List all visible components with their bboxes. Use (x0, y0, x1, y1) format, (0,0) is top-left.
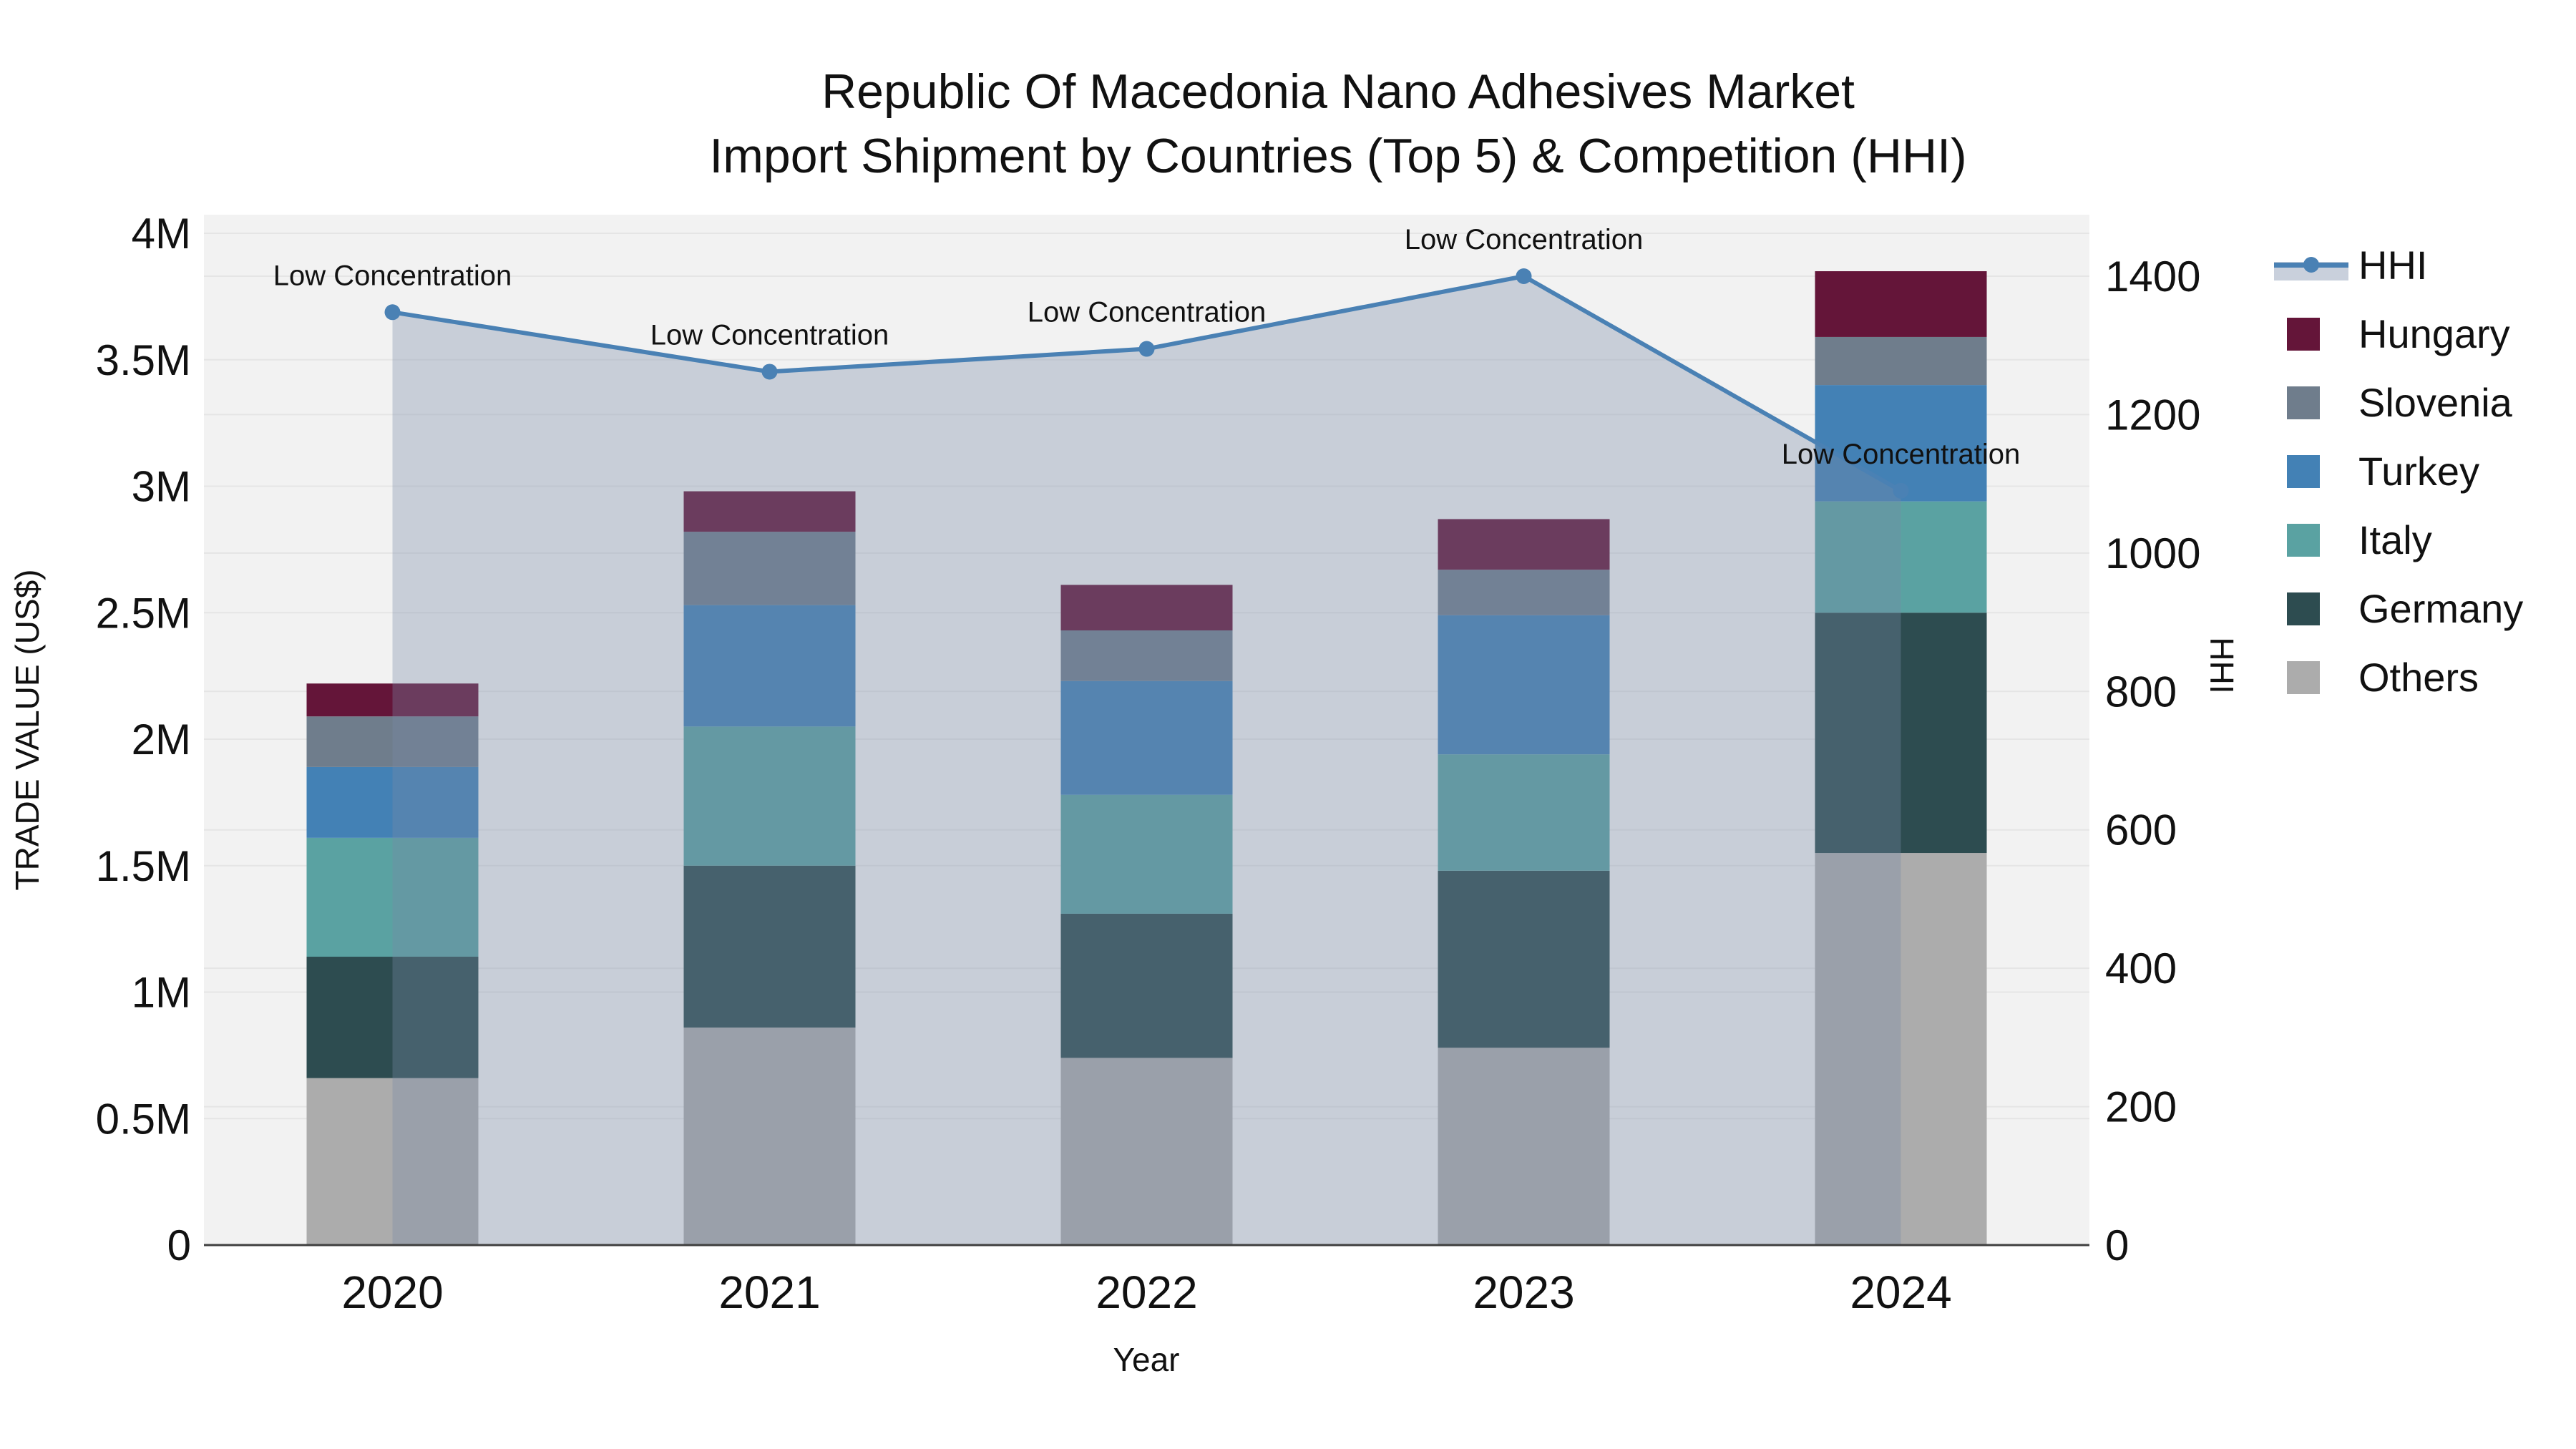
x-tick-2021: 2021 (718, 1267, 820, 1318)
x-tick-2024: 2024 (1850, 1267, 1951, 1318)
bar-segment-2021-italy (683, 726, 856, 866)
bar-segment-2024-italy (1815, 501, 1987, 613)
series-color-swatch-icon (2274, 313, 2348, 353)
y-tick-right-1400: 1400 (2105, 253, 2200, 301)
bar-segment-2021-turkey (683, 605, 856, 727)
legend-label: Turkey (2358, 448, 2480, 494)
series-color-swatch-icon (2274, 657, 2348, 697)
legend-label: Germany (2358, 585, 2524, 631)
x-tick-2022: 2022 (1096, 1267, 1197, 1318)
legend-item-others[interactable]: Others (2274, 643, 2523, 711)
hhi-line-swatch-icon (2274, 245, 2348, 285)
hhi-point-2020 (384, 304, 401, 321)
y-tick-right-1200: 1200 (2105, 391, 2200, 439)
bar-segment-2022-italy (1060, 794, 1233, 914)
y-tick-right-200: 200 (2105, 1083, 2177, 1131)
annotation-low-concentration-2021: Low Concentration (650, 319, 889, 351)
bar-segment-2023-germany (1438, 870, 1610, 1048)
y-tick-left-1.5M: 1.5M (96, 842, 191, 890)
annotation-low-concentration-2022: Low Concentration (1028, 297, 1267, 328)
legend-item-hungary[interactable]: Hungary (2274, 299, 2523, 368)
x-axis-title: Year (1113, 1341, 1180, 1378)
legend-label: Slovenia (2358, 379, 2512, 425)
annotation-low-concentration-2023: Low Concentration (1405, 224, 1644, 255)
bar-segment-2022-slovenia (1060, 630, 1233, 681)
bar-segment-2020-turkey (306, 766, 479, 838)
legend-label: Italy (2358, 517, 2432, 562)
legend-label: Others (2358, 654, 2479, 700)
legend: HHI Hungary Slovenia Turkey Italy Germany Othe… (2274, 230, 2523, 711)
y-tick-left-1M: 1M (132, 969, 191, 1017)
bar-segment-2021-slovenia (683, 532, 856, 605)
series-color-swatch-icon (2274, 382, 2348, 422)
bar-segment-2024-germany (1815, 613, 1987, 854)
bar-segment-2023-hungary (1438, 519, 1610, 570)
bar-segment-2020-germany (306, 957, 479, 1078)
y-tick-right-1000: 1000 (2105, 530, 2200, 577)
hhi-point-2024 (1893, 482, 1909, 499)
annotation-low-concentration-2020: Low Concentration (273, 260, 512, 291)
bar-segment-2022-germany (1060, 913, 1233, 1058)
bar-segment-2024-turkey (1815, 385, 1987, 502)
legend-item-italy[interactable]: Italy (2274, 505, 2523, 574)
hhi-point-2021 (761, 364, 778, 380)
bar-segment-2021-hungary (683, 491, 856, 532)
chart-title: Republic Of Macedonia Nano Adhesives Mar… (709, 60, 1966, 189)
legend-label: Hungary (2358, 311, 2510, 356)
y-tick-right-0: 0 (2105, 1221, 2129, 1269)
y-tick-left-2.5M: 2.5M (96, 589, 191, 637)
bar-segment-2020-hungary (306, 683, 479, 717)
annotation-low-concentration-2024: Low Concentration (1782, 439, 2021, 470)
chart-title-line2: Import Shipment by Countries (Top 5) & C… (709, 128, 1967, 183)
series-color-swatch-icon (2274, 451, 2348, 491)
hhi-area-fill (392, 276, 1901, 1245)
x-tick-2023: 2023 (1473, 1267, 1574, 1318)
y-tick-left-2M: 2M (132, 716, 191, 763)
hhi-point-2022 (1138, 341, 1155, 357)
bar-segment-2020-others (306, 1078, 479, 1245)
y-tick-left-0.5M: 0.5M (96, 1095, 191, 1143)
hhi-point-2023 (1516, 268, 1532, 284)
bar-segment-2023-others (1438, 1048, 1610, 1245)
bar-segment-2021-germany (683, 865, 856, 1028)
bar-segment-2023-slovenia (1438, 570, 1610, 615)
y-tick-left-0: 0 (167, 1221, 191, 1269)
series-color-swatch-icon (2274, 588, 2348, 628)
chart-title-line1: Republic Of Macedonia Nano Adhesives Mar… (821, 64, 1855, 119)
bar-segment-2024-slovenia (1815, 336, 1987, 386)
bar-segment-2022-hungary (1060, 585, 1233, 630)
legend-item-germany[interactable]: Germany (2274, 574, 2523, 643)
y-tick-left-3.5M: 3.5M (96, 336, 191, 384)
y-tick-right-600: 600 (2105, 806, 2177, 854)
bar-segment-2023-italy (1438, 754, 1610, 871)
legend-label: HHI (2358, 242, 2428, 288)
bar-segment-2022-turkey (1060, 680, 1233, 795)
x-tick-2020: 2020 (341, 1267, 443, 1318)
y-tick-left-4M: 4M (132, 210, 191, 258)
bar-segment-2020-slovenia (306, 716, 479, 767)
y-tick-right-800: 800 (2105, 668, 2177, 716)
bar-segment-2024-hungary (1815, 271, 1987, 337)
y-tick-left-3M: 3M (132, 463, 191, 511)
bar-segment-2021-others (683, 1027, 856, 1245)
legend-item-hhi[interactable]: HHI (2274, 230, 2523, 299)
y-axis-title-right: HHI (2203, 637, 2240, 694)
legend-item-turkey[interactable]: Turkey (2274, 436, 2523, 505)
y-axis-title-left: TRADE VALUE (US$) (9, 569, 46, 891)
bar-segment-2022-others (1060, 1058, 1233, 1245)
bar-segment-2023-turkey (1438, 615, 1610, 755)
series-color-swatch-icon (2274, 519, 2348, 560)
legend-item-slovenia[interactable]: Slovenia (2274, 368, 2523, 436)
y-tick-right-400: 400 (2105, 945, 2177, 992)
bar-segment-2024-others (1815, 853, 1987, 1245)
bar-segment-2020-italy (306, 837, 479, 957)
